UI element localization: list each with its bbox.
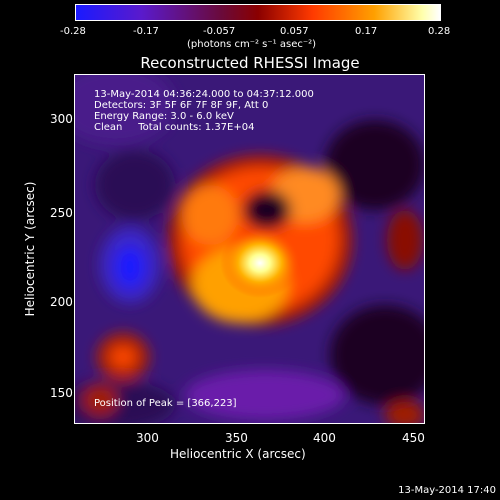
plot-title: Reconstructed RHESSI Image: [140, 54, 360, 72]
colorbar-tick: 0.28: [428, 26, 451, 37]
colorbar-tick: -0.28: [60, 26, 86, 37]
colorbar-tick: -0.057: [203, 26, 236, 37]
colorbar: [75, 4, 441, 21]
y-tick-label: 250: [50, 206, 73, 220]
x-tick-label: 300: [136, 431, 159, 445]
y-tick-label: 150: [50, 386, 73, 400]
y-tick-label: 200: [50, 295, 73, 309]
peak-position: Position of Peak = [366,223]: [94, 398, 237, 409]
timestamp-footer: 13-May-2014 17:40: [398, 485, 496, 496]
colorbar-unit: (photons cm⁻² s⁻¹ asec⁻²): [187, 39, 317, 50]
info-line-4: Clean Total counts: 1.37E+04: [94, 122, 255, 133]
x-axis-label: Heliocentric X (arcsec): [170, 447, 306, 461]
colorbar-tick: 0.057: [280, 26, 309, 37]
rhessi-image: [74, 74, 425, 424]
x-tick-label: 400: [313, 431, 336, 445]
info-line-3: Energy Range: 3.0 - 6.0 keV: [94, 111, 234, 122]
y-axis-label: Heliocentric Y (arcsec): [23, 181, 37, 317]
image-canvas: [75, 75, 424, 423]
info-line-2: Detectors: 3F 5F 6F 7F 8F 9F, Att 0: [94, 100, 269, 111]
colorbar-tick: -0.17: [133, 26, 159, 37]
y-tick-label: 300: [50, 112, 73, 126]
x-tick-label: 350: [225, 431, 248, 445]
info-line-1: 13-May-2014 04:36:24.000 to 04:37:12.000: [94, 89, 314, 100]
x-tick-label: 450: [402, 431, 425, 445]
colorbar-tick: 0.17: [355, 26, 378, 37]
